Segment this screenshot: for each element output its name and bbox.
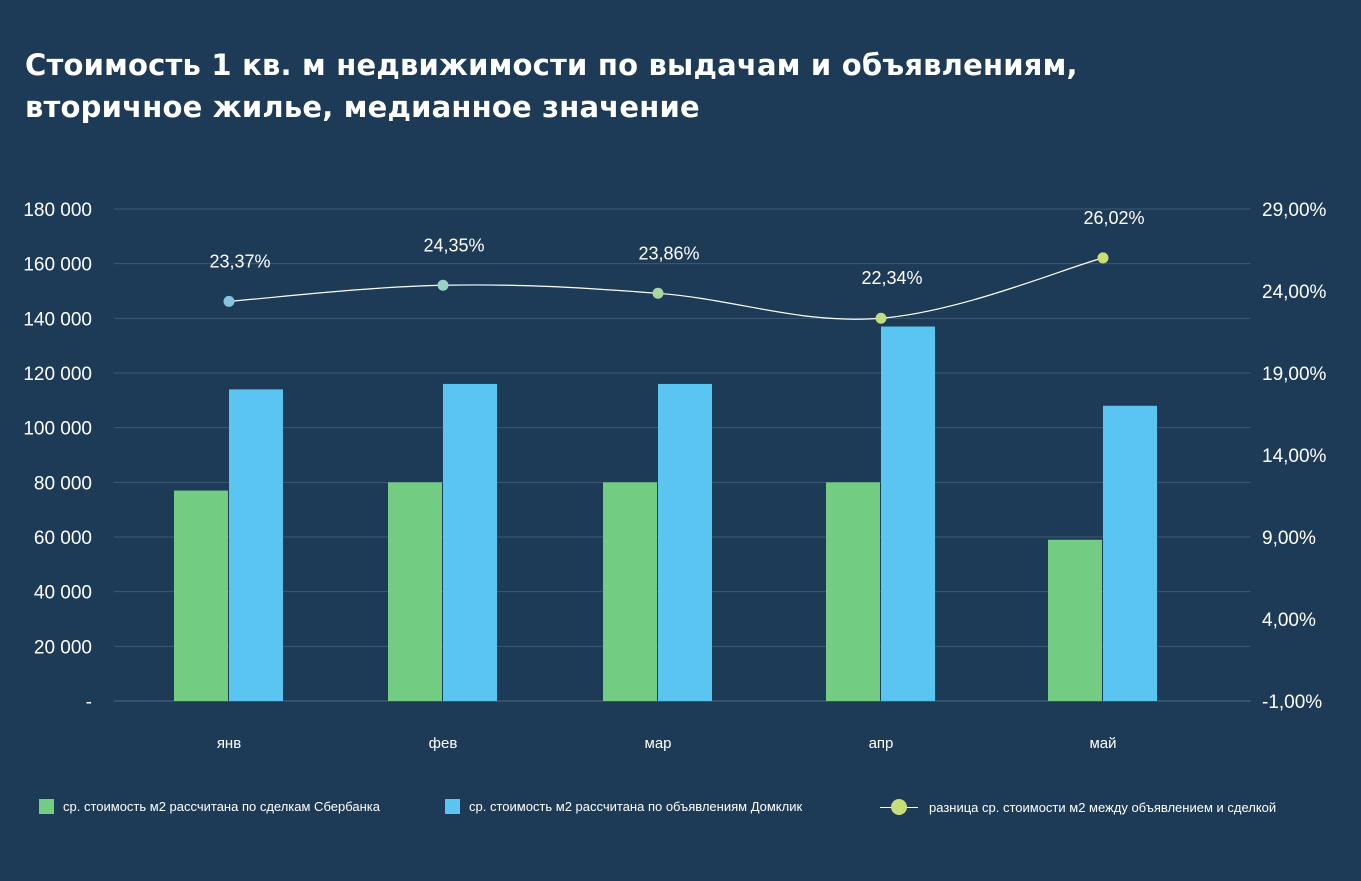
x-tick-label: мар [645,735,672,752]
y-left-tick-label: - [86,692,92,713]
legend-label-domclick: ср. стоимость м2 рассчитана по объявлени… [469,799,803,814]
x-tick-label: май [1089,735,1116,752]
line-point [223,295,235,307]
chart-title-line-2: вторичное жилье, медианное значение [25,90,700,124]
y-right-tick-label: 24,00% [1262,282,1327,303]
y-left-tick-label: 20 000 [34,637,92,658]
line-point [1097,252,1109,264]
line-point [437,279,449,291]
y-left-tick-label: 40 000 [34,583,92,604]
bar-domclick [229,389,283,701]
legend-label-sber: ср. стоимость м2 рассчитана по сделкам С… [63,799,380,814]
y-right-tick-label: 14,00% [1262,446,1327,467]
y-right-tick-label: 19,00% [1262,364,1327,385]
x-tick-label: фев [429,735,458,752]
x-tick-label: янв [217,735,241,752]
bar-sber [826,482,880,701]
bar-sber [1048,539,1102,701]
y-right-tick-label: 29,00% [1262,200,1327,221]
y-left-tick-label: 100 000 [23,419,92,440]
bar-sber [174,490,228,701]
bar-sber [388,482,442,701]
y-left-tick-label: 80 000 [34,473,92,494]
bar-sber [603,482,657,701]
y-left-tick-label: 60 000 [34,528,92,549]
y-left-tick-label: 140 000 [23,309,92,330]
chart-legend: ср. стоимость м2 рассчитана по сделкам С… [0,799,1361,821]
y-right-tick-label: 4,00% [1262,610,1316,631]
y-right-tick-label: -1,00% [1262,692,1322,713]
y-right-tick-label: 9,00% [1262,528,1316,549]
legend-item-sber: ср. стоимость м2 рассчитана по сделкам С… [39,799,380,814]
bar-domclick [658,383,712,701]
data-label-percent: 23,37% [209,251,270,271]
legend-line-dot-icon [880,799,918,815]
legend-swatch-domclick [445,799,460,814]
chart-title-line-1: Стоимость 1 кв. м недвижимости по выдача… [25,48,1078,82]
line-point [875,312,887,324]
y-left-tick-label: 180 000 [23,200,92,221]
data-label-percent: 23,86% [638,243,699,263]
bar-domclick [443,383,497,701]
legend-item-domclick: ср. стоимость м2 рассчитана по объявлени… [445,799,802,814]
bar-domclick [1103,405,1157,701]
chart-title: Стоимость 1 кв. м недвижимости по выдача… [25,44,1325,128]
x-tick-label: апр [869,735,894,752]
bar-domclick [881,326,935,701]
series-line-difference [228,257,1104,320]
line-point [652,287,664,299]
legend-swatch-sber [39,799,54,814]
y-left-tick-label: 120 000 [23,364,92,385]
data-label-percent: 26,02% [1083,208,1144,228]
y-left-tick-label: 160 000 [23,255,92,276]
data-label-percent: 24,35% [423,235,484,255]
legend-item-difference: разница ср. стоимости м2 между объявлени… [880,799,1276,815]
legend-label-difference: разница ср. стоимости м2 между объявлени… [929,799,1277,815]
data-label-percent: 22,34% [861,268,922,288]
